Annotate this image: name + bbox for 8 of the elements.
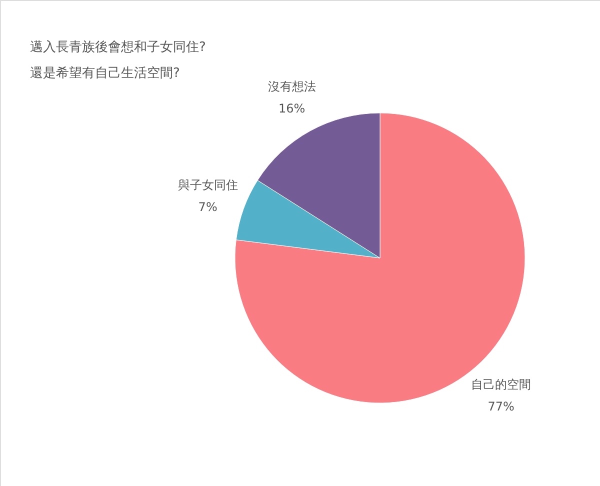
data-label: 77% [488,399,514,414]
slice-label: 沒有想法 [268,80,316,94]
data-label: 16% [278,102,306,116]
data-label: 7% [198,200,218,214]
slice-label: 自己的空間 [471,377,532,392]
text: 還是希望有自己生活空間? [30,66,180,81]
text: 邁入長青族後會想和子女同住? [30,40,206,55]
slice-label: 與子女同住 [178,178,238,192]
